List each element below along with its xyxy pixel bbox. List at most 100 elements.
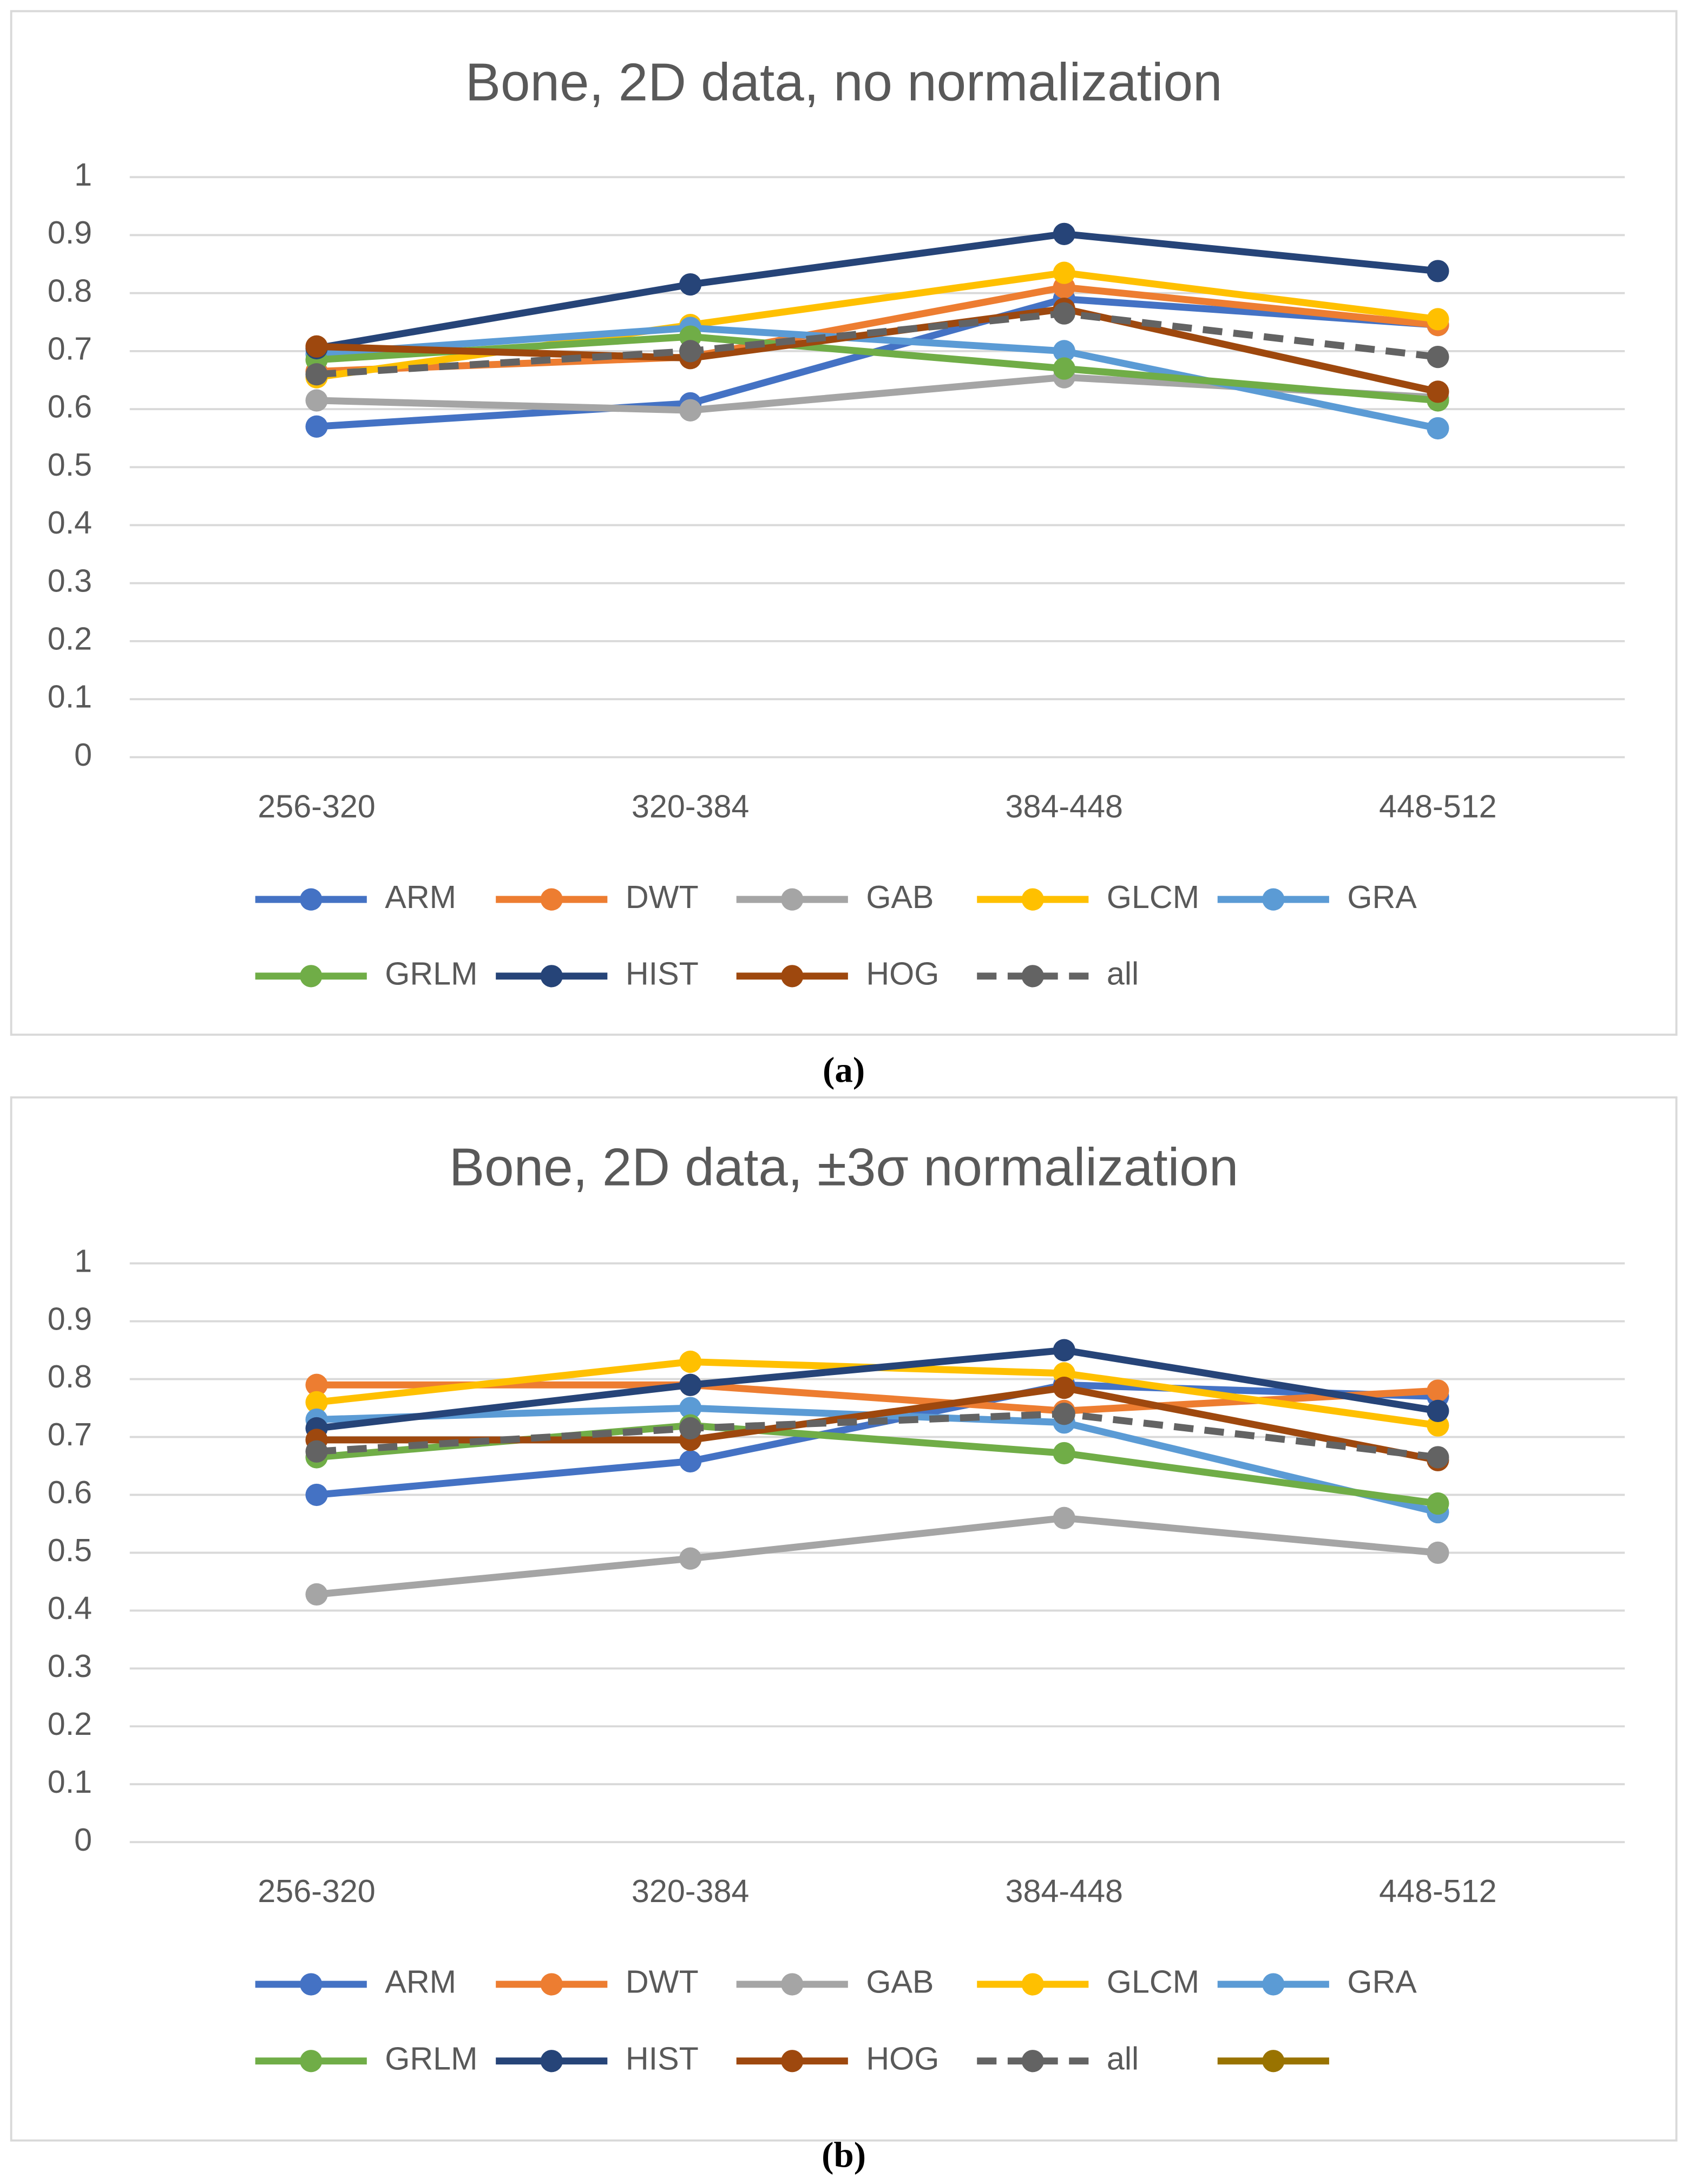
point xyxy=(305,363,328,386)
legend-label: HIST xyxy=(626,2040,699,2076)
point xyxy=(1053,1377,1075,1399)
y-tick-label: 1 xyxy=(74,1242,92,1279)
series-line xyxy=(316,310,1439,378)
x-tick-label: 384-448 xyxy=(1006,788,1123,824)
legend-marker xyxy=(1262,2050,1285,2073)
legend-label: GRLM xyxy=(385,956,477,992)
point xyxy=(1053,1339,1075,1361)
point xyxy=(1427,1399,1449,1423)
legend-label: all xyxy=(1107,2040,1139,2076)
x-tick-label: 448-512 xyxy=(1379,788,1496,824)
x-tick-label: 448-512 xyxy=(1379,1873,1496,1909)
point xyxy=(305,1583,328,1606)
legend-label: ARM xyxy=(385,879,456,915)
legend-marker xyxy=(300,2050,323,2073)
y-tick-label: 0.8 xyxy=(48,1358,92,1394)
y-tick-label: 1 xyxy=(74,156,92,193)
series-line xyxy=(316,1514,1439,1598)
point xyxy=(305,415,328,438)
point xyxy=(305,1373,328,1396)
point xyxy=(679,1397,702,1419)
point xyxy=(305,1483,328,1507)
point xyxy=(1053,222,1075,245)
legend-marker xyxy=(1021,888,1044,911)
point xyxy=(1053,357,1075,380)
point xyxy=(679,273,702,296)
point xyxy=(1427,308,1449,331)
x-tick-label: 320-384 xyxy=(632,788,749,824)
legend-label: GAB xyxy=(866,1964,934,2000)
point xyxy=(679,1547,702,1570)
legend-marker xyxy=(540,2050,563,2073)
y-tick-label: 0.6 xyxy=(48,1474,92,1510)
series-line xyxy=(316,1410,1439,1461)
point xyxy=(679,1450,702,1473)
legend-marker xyxy=(540,1973,563,1996)
caption: (b) xyxy=(822,2135,866,2175)
legend-label: GLCM xyxy=(1107,1964,1199,2000)
legend-label: HOG xyxy=(866,956,939,992)
legend-label: DWT xyxy=(626,879,699,915)
y-tick-label: 0.5 xyxy=(48,446,92,483)
chart-title: Bone, 2D data, no normalization xyxy=(465,52,1223,112)
y-tick-label: 0.7 xyxy=(48,1416,92,1452)
point xyxy=(679,340,702,363)
legend-marker xyxy=(1262,888,1285,911)
chart-title: Bone, 2D data, ±3σ normalization xyxy=(449,1137,1238,1196)
legend-label: DWT xyxy=(626,1964,699,2000)
y-tick-label: 0.7 xyxy=(48,331,92,367)
series-line xyxy=(316,333,1439,404)
legend-label: GRLM xyxy=(385,2040,477,2076)
y-tick-label: 0.3 xyxy=(48,562,92,598)
series-line xyxy=(316,324,1439,432)
legend-label: GRA xyxy=(1347,879,1417,915)
y-tick-label: 0.3 xyxy=(48,1648,92,1684)
y-tick-label: 0.2 xyxy=(48,621,92,657)
legend-label: GRA xyxy=(1347,1964,1417,2000)
point xyxy=(1053,1403,1075,1425)
legend-marker xyxy=(300,1973,323,1996)
caption: (a) xyxy=(823,1050,865,1090)
point xyxy=(1427,260,1449,282)
legend-label: all xyxy=(1107,956,1139,992)
point xyxy=(1427,1446,1449,1469)
y-tick-label: 0 xyxy=(74,736,92,773)
legend-marker xyxy=(781,888,804,911)
legend-marker xyxy=(300,888,323,911)
x-tick-label: 256-320 xyxy=(258,788,375,824)
y-tick-label: 0.8 xyxy=(48,272,92,308)
point xyxy=(679,1373,702,1396)
point xyxy=(305,389,328,412)
chart-frame xyxy=(10,10,1678,1036)
legend-marker xyxy=(1262,1973,1285,1996)
chart-frame xyxy=(10,1096,1678,2142)
legend-marker xyxy=(540,888,563,911)
y-tick-label: 0.4 xyxy=(48,504,92,541)
point xyxy=(1427,380,1449,403)
point xyxy=(1427,345,1449,369)
point xyxy=(679,1417,702,1440)
y-tick-label: 0.4 xyxy=(48,1590,92,1626)
legend-marker xyxy=(540,965,563,988)
y-tick-label: 0.5 xyxy=(48,1532,92,1568)
point xyxy=(305,335,328,358)
legend-label: GLCM xyxy=(1107,879,1199,915)
point xyxy=(305,1391,328,1413)
point xyxy=(305,1440,328,1463)
y-tick-label: 0.1 xyxy=(48,1764,92,1800)
legend-label: HIST xyxy=(626,956,699,992)
point xyxy=(1427,1541,1449,1564)
x-tick-label: 384-448 xyxy=(1006,1873,1123,1909)
point xyxy=(679,399,702,422)
y-tick-label: 0.9 xyxy=(48,1300,92,1337)
legend-marker xyxy=(300,965,323,988)
legend-marker xyxy=(781,2050,804,2073)
legend-marker xyxy=(781,1973,804,1996)
point xyxy=(679,1350,702,1373)
legend-marker xyxy=(1021,965,1044,988)
point xyxy=(1427,1379,1449,1402)
point xyxy=(1427,1492,1449,1515)
point xyxy=(1053,302,1075,325)
y-tick-label: 0.6 xyxy=(48,389,92,425)
